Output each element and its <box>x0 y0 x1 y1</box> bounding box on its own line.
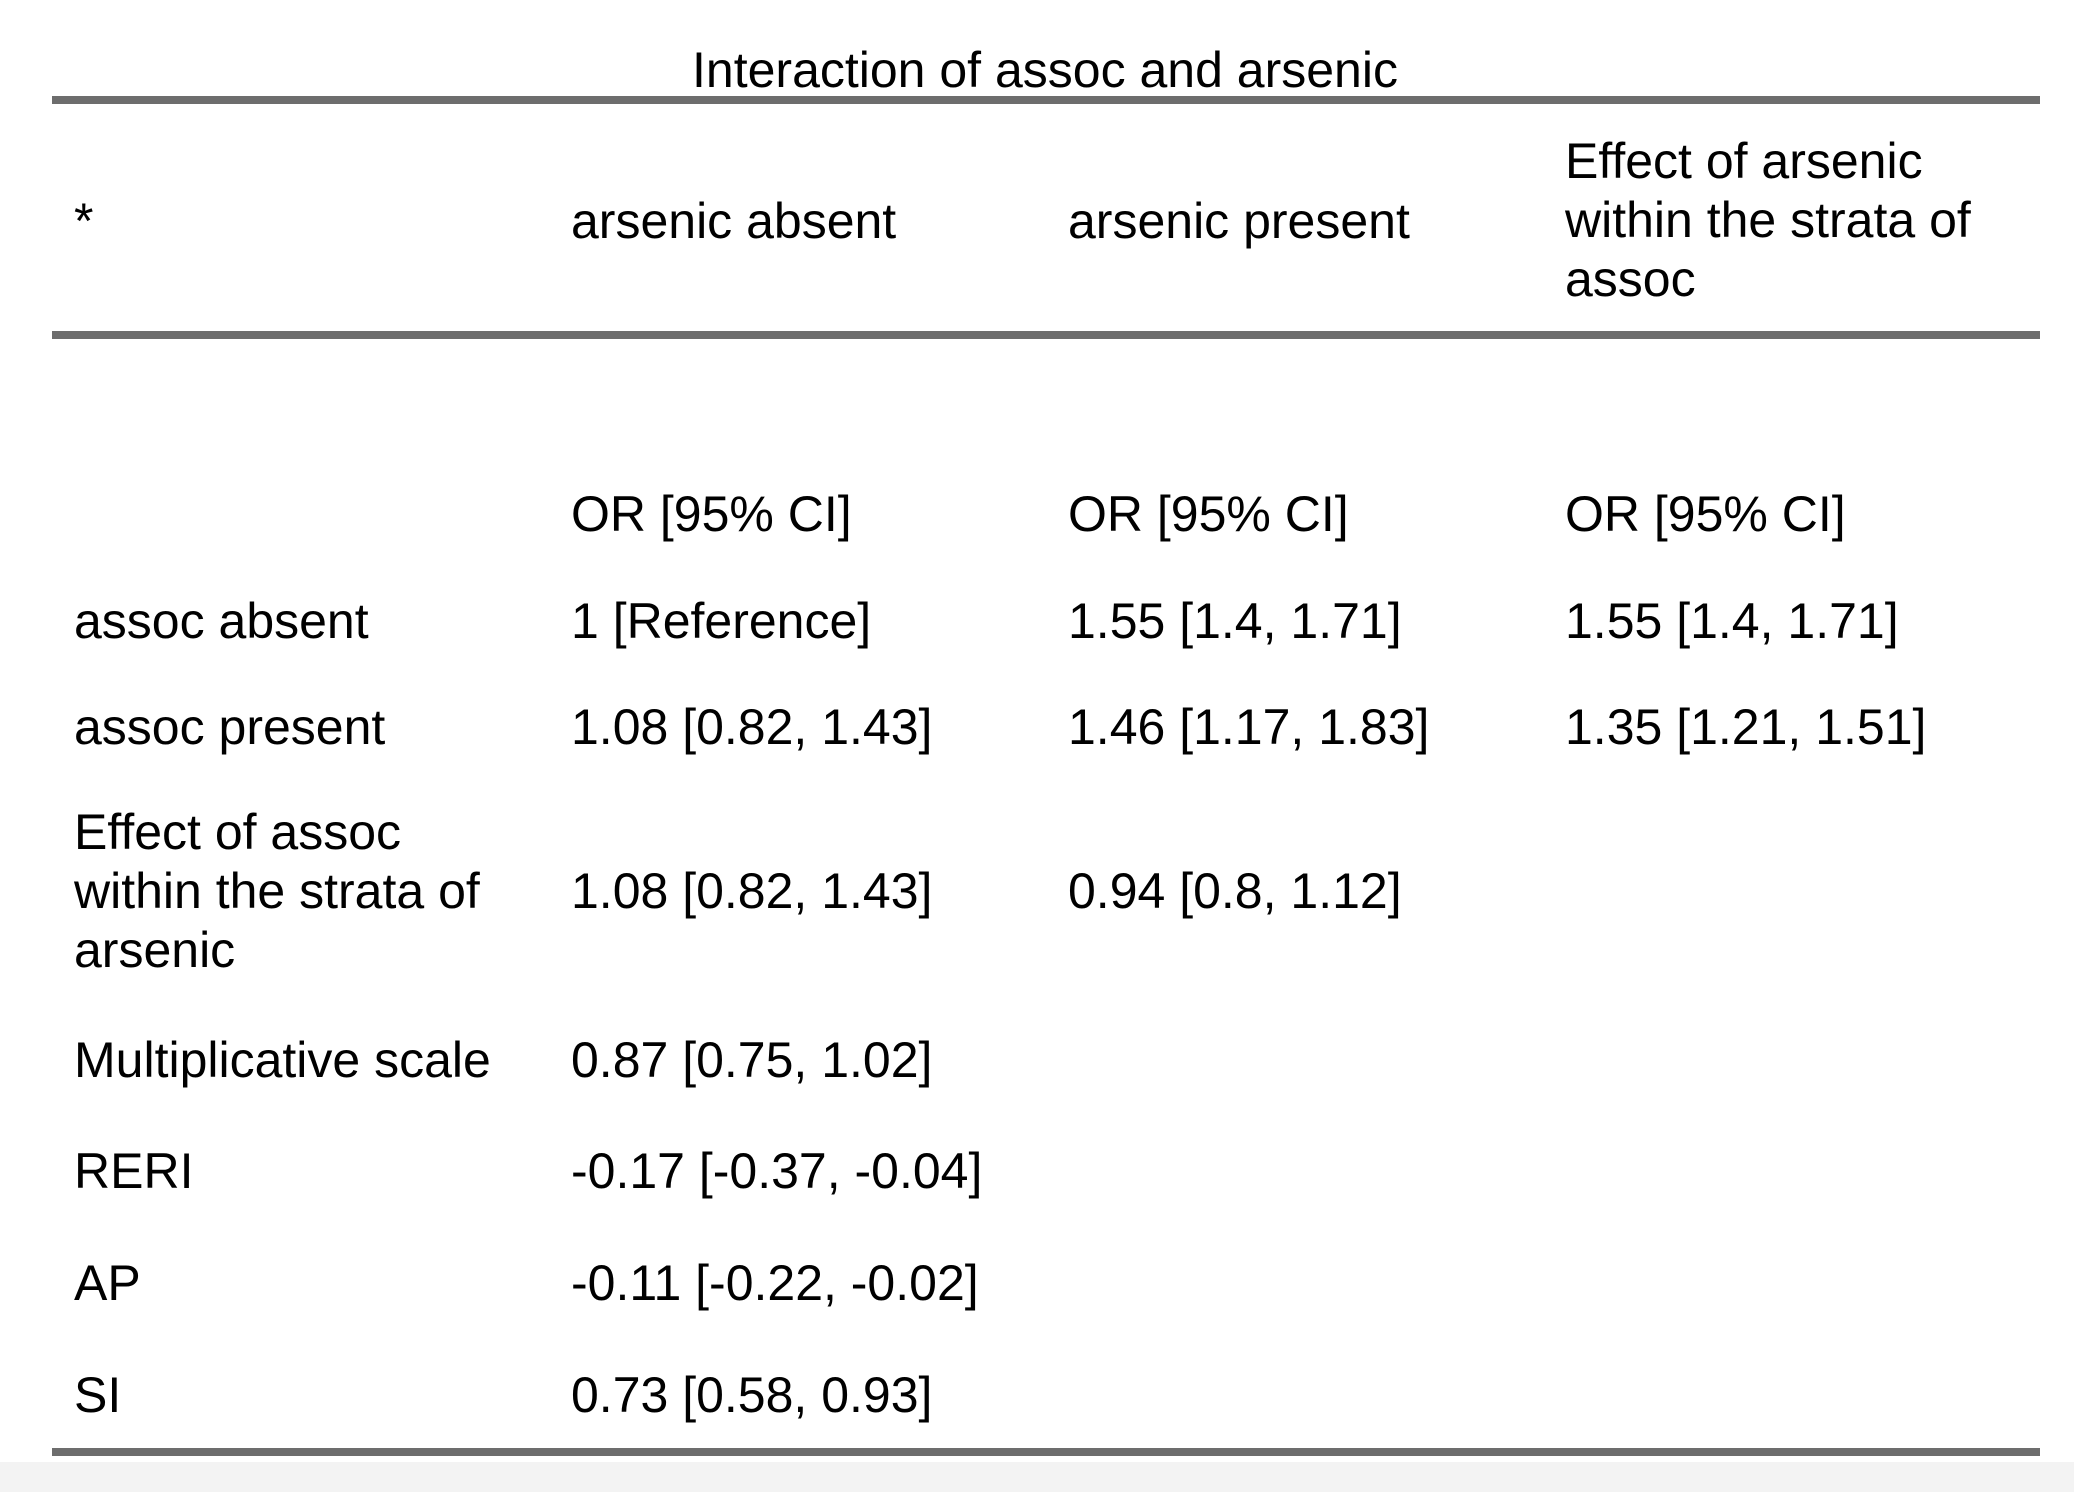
cell-arsenic-absent: -0.17 [-0.37, -0.04] <box>571 1143 983 1199</box>
subheader-cell-2: OR [95% CI] <box>1068 486 1349 542</box>
header-cell-star: * <box>74 193 94 249</box>
header-cell-arsenic-absent: arsenic absent <box>571 193 897 249</box>
header-cell-arsenic-present: arsenic present <box>1068 193 1410 249</box>
page-title: Interaction of assoc and arsenic <box>692 42 1398 98</box>
cell-arsenic-absent: 0.87 [0.75, 1.02] <box>571 1032 933 1088</box>
header-cell-effect-arsenic-line3: assoc <box>1565 251 1696 307</box>
row-label: AP <box>74 1255 141 1311</box>
row-label: RERI <box>74 1143 194 1199</box>
row-label-line3: arsenic <box>74 922 236 978</box>
row-label: SI <box>74 1367 122 1423</box>
header-cell-effect-arsenic: Effect of arsenic within the strata of a… <box>1565 132 1971 309</box>
row-label: assoc absent <box>74 593 369 649</box>
cell-arsenic-present: 1.46 [1.17, 1.83] <box>1068 699 1430 755</box>
row-label: Multiplicative scale <box>74 1032 491 1088</box>
header-cell-effect-arsenic-line1: Effect of arsenic <box>1565 133 1923 189</box>
top-rule <box>52 96 2040 104</box>
cell-effect-arsenic: 1.55 [1.4, 1.71] <box>1565 593 1899 649</box>
cell-arsenic-absent: 1 [Reference] <box>571 593 872 649</box>
cell-arsenic-present: 1.55 [1.4, 1.71] <box>1068 593 1402 649</box>
header-rule <box>52 331 2040 339</box>
cell-arsenic-absent: 1.08 [0.82, 1.43] <box>571 699 933 755</box>
page-bottom-gutter <box>0 1462 2074 1492</box>
cell-arsenic-absent: 0.73 [0.58, 0.93] <box>571 1367 933 1423</box>
cell-arsenic-present: 0.94 [0.8, 1.12] <box>1068 863 1402 919</box>
row-label-line1: Effect of assoc <box>74 804 402 860</box>
row-label: assoc present <box>74 699 386 755</box>
subheader-cell-1: OR [95% CI] <box>571 486 852 542</box>
subheader-cell-3: OR [95% CI] <box>1565 486 1846 542</box>
cell-arsenic-absent: 1.08 [0.82, 1.43] <box>571 863 933 919</box>
cell-arsenic-absent: -0.11 [-0.22, -0.02] <box>571 1255 979 1311</box>
row-label-line2: within the strata of <box>74 863 480 919</box>
cell-effect-arsenic: 1.35 [1.21, 1.51] <box>1565 699 1927 755</box>
bottom-rule <box>52 1448 2040 1456</box>
header-cell-effect-arsenic-line2: within the strata of <box>1565 192 1971 248</box>
row-label: Effect of assoc within the strata of ars… <box>74 803 480 980</box>
